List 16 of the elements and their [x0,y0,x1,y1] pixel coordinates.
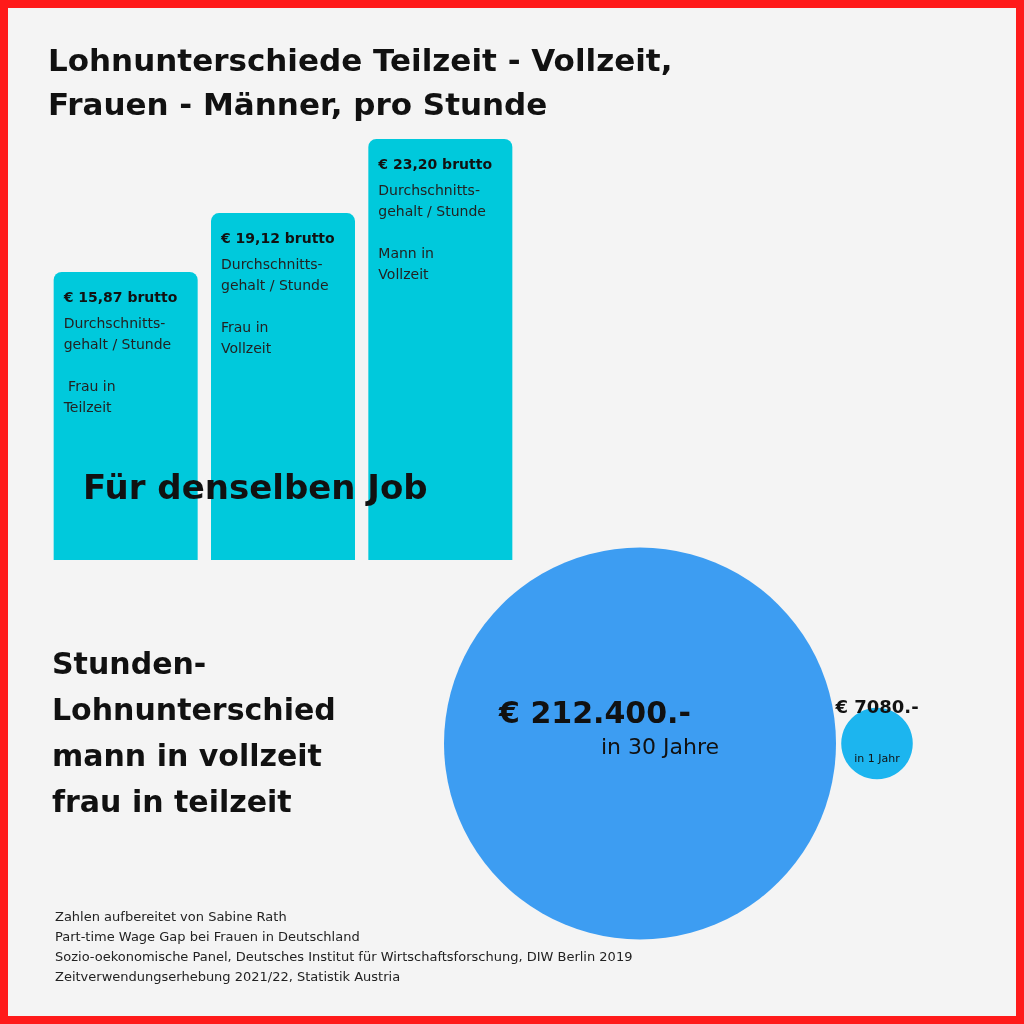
category-label: in 30 Jahre [600,734,720,759]
category-label: in 1 Jahr [854,752,901,765]
data-label: € 23,20 brutto [377,156,493,172]
chart-title: Lohnunterschiede Teilzeit - Vollzeit, Frauen - Männer, pro Stunde [48,42,673,122]
category-label: Durchschnitts- gehalt / Stunde Mann in Vollzeit [378,181,486,282]
text: Zeitverwendungserhebung 2021/22, Statistik Austria [55,969,401,984]
data-label: € 212.400.- [498,695,691,730]
data-label: € 15,87 brutto [62,289,178,306]
category-label: Durchschnitts- gehalt / Stunde Frau in Teilzeit [63,314,172,415]
text: Part-time Wage Gap bei Frauen in Deutschland [55,929,360,944]
data-label: € 7080.- [834,695,919,717]
text: Sozio-oekonomische Panel, Deutsches Institut für Wirtschaftsforschung, DIW Berlin 2019 [55,949,633,964]
data-label: € 19,12 brutto [220,230,336,247]
text: Stunden- Lohnunterschied mann in vollzeit frau in teilzeit [52,645,336,819]
category-label: Durchschnitts- gehalt / Stunde Frau in Vollzeit [221,255,329,356]
text: Zahlen aufbereitet von Sabine Rath [55,909,287,924]
